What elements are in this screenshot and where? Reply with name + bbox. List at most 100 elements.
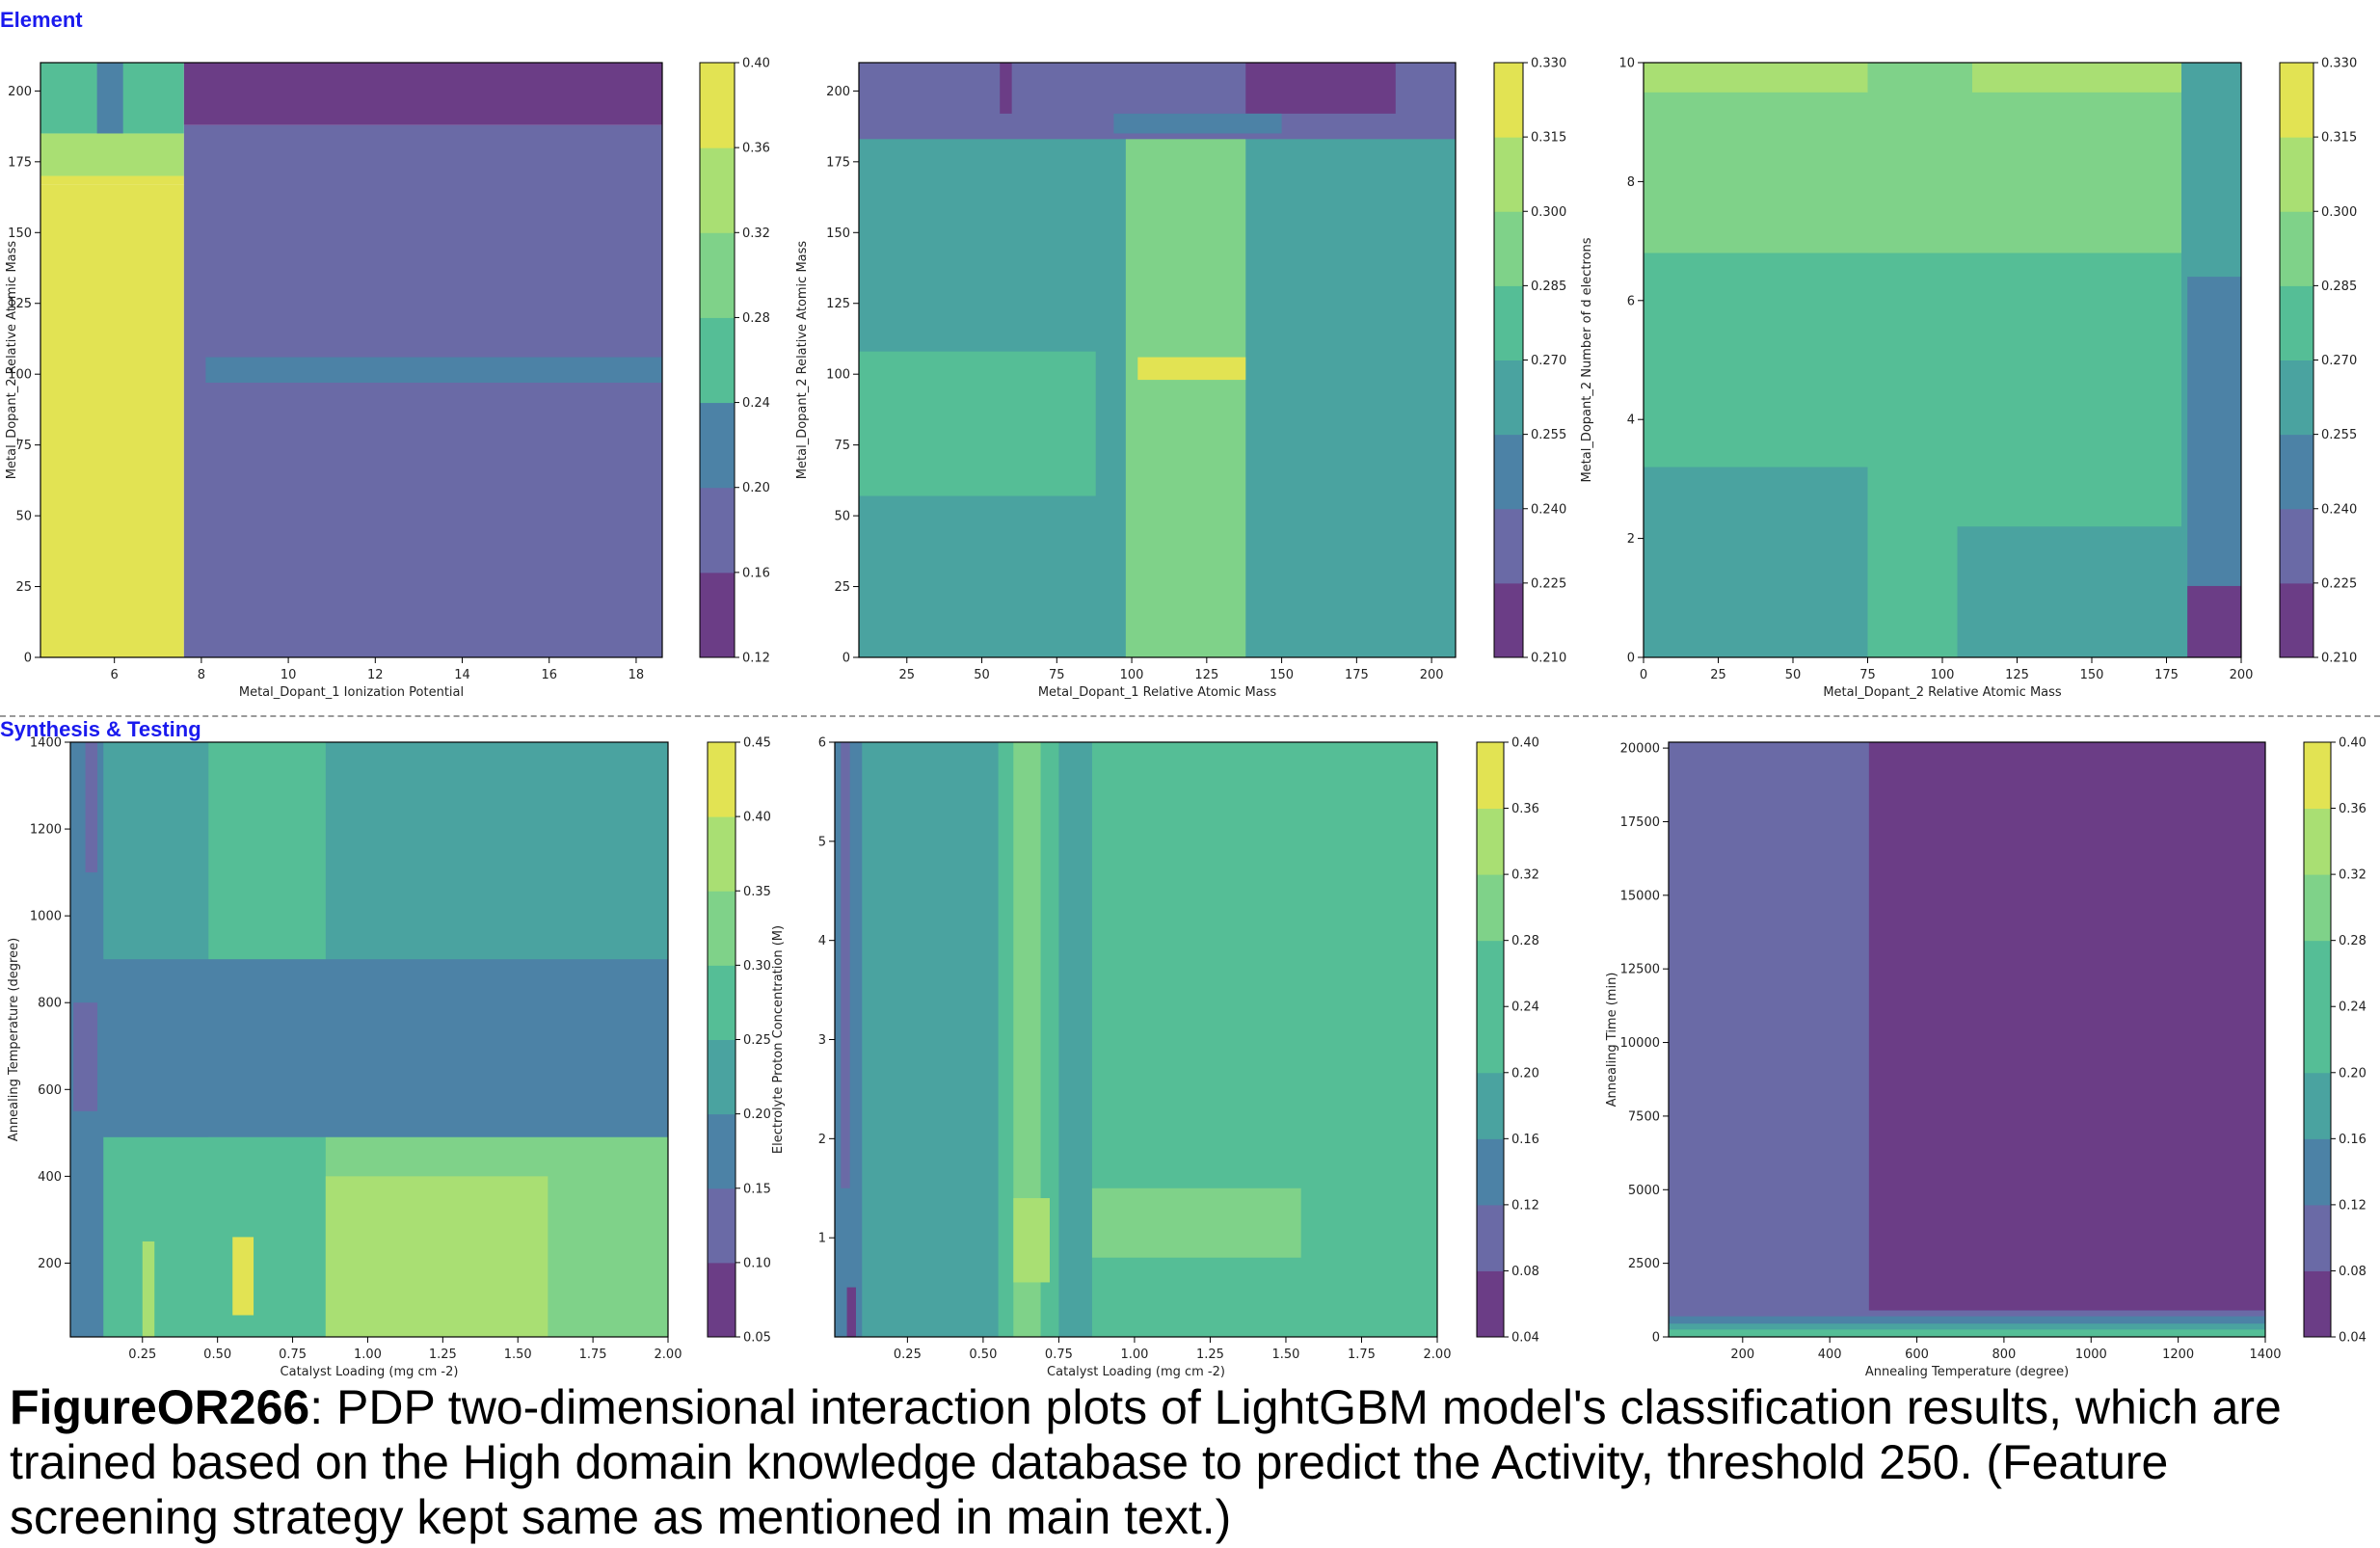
- y-tick-label: 125: [826, 297, 850, 311]
- contour-region: [1669, 1329, 2265, 1337]
- chart-panel-5: 0.25 0.50 0.75 1.00 1.25 1.50 1.75 2.00 1 2 3 4 5 6 Ca…: [771, 736, 1539, 1380]
- contour-region: [1091, 1188, 1301, 1258]
- colorbar-band: [708, 965, 735, 1040]
- x-tick-label: 75: [1049, 668, 1065, 682]
- x-tick-label: 600: [1905, 1348, 1929, 1362]
- x-tick-label: 0.25: [894, 1348, 922, 1362]
- plot-frame: [1668, 741, 2266, 1338]
- y-tick-label: 5: [818, 835, 826, 849]
- contour-region: [1867, 63, 1972, 254]
- colorbar-band: [1494, 63, 1523, 138]
- x-tick-label: 6: [111, 668, 119, 682]
- x-tick-label: 50: [1785, 668, 1802, 682]
- x-tick-label: 10: [281, 668, 297, 682]
- y-tick-label: 800: [38, 997, 62, 1011]
- colorbar-tick-label: 0.40: [2339, 736, 2367, 751]
- colorbar-band: [700, 487, 735, 574]
- colorbar-band: [2280, 434, 2313, 510]
- contour-region: [1013, 1198, 1050, 1283]
- y-tick-label: 200: [8, 85, 32, 99]
- colorbar: 0.04 0.08 0.12 0.16 0.20 0.24 0.28 0.32 0.36 0.40: [1476, 736, 1539, 1346]
- y-tick-label: 100: [826, 368, 850, 383]
- colorbar-tick-label: 0.210: [2321, 652, 2357, 666]
- colorbar-tick-label: 0.330: [1531, 57, 1566, 71]
- colorbar-band: [1494, 285, 1523, 360]
- chart-panel-6: 200 400 600 800 1000 1200 1400 0 2500 5000 7500 100…: [1605, 736, 2367, 1380]
- colorbar-band: [1477, 808, 1504, 875]
- colorbar-band: [700, 317, 735, 404]
- colorbar-tick-label: 0.225: [2321, 576, 2357, 591]
- colorbar-band: [2280, 63, 2313, 138]
- y-tick-label: 175: [8, 155, 32, 170]
- colorbar-tick-label: 0.20: [1511, 1066, 1539, 1081]
- x-tick-label: 1000: [2075, 1348, 2107, 1362]
- y-tick-label: 3: [818, 1033, 826, 1048]
- colorbar-band: [2280, 360, 2313, 436]
- x-tick-label: 1.50: [1271, 1348, 1299, 1362]
- colorbar-tick-label: 0.10: [743, 1256, 771, 1270]
- colorbar: 0.05 0.10 0.15 0.20 0.25 0.30 0.35 0.40 0.45: [707, 736, 771, 1346]
- colorbar-band: [2304, 1072, 2331, 1139]
- colorbar-frame: [699, 62, 735, 658]
- colorbar-band: [1477, 1006, 1504, 1074]
- x-tick-label: 200: [1730, 1348, 1754, 1362]
- y-axis-label: Metal_Dopant_2 Relative Atomic Mass: [795, 241, 810, 480]
- x-tick-label: 1.00: [1120, 1348, 1148, 1362]
- colorbar-tick-label: 0.40: [1511, 736, 1539, 751]
- colorbar-tick-label: 0.315: [2321, 131, 2357, 146]
- colorbar-tick-label: 0.255: [2321, 428, 2357, 442]
- plot-frame: [858, 62, 1457, 658]
- colorbar-tick-label: 0.16: [742, 566, 770, 580]
- x-axis-label: Metal_Dopant_1 Relative Atomic Mass: [1038, 685, 1277, 700]
- y-axis-label: Metal_Dopant_2 Relative Atomic Mass: [5, 241, 19, 480]
- colorbar-band: [2304, 1138, 2331, 1206]
- y-tick-label: 10: [1618, 57, 1635, 71]
- colorbar-tick-label: 0.300: [2321, 205, 2357, 220]
- y-tick-label: 12500: [1620, 963, 1660, 977]
- y-tick-label: 2: [818, 1133, 826, 1147]
- x-tick-label: 2.00: [655, 1348, 682, 1362]
- colorbar-tick-label: 0.12: [2339, 1198, 2367, 1213]
- colorbar-tick-label: 0.28: [1511, 934, 1539, 948]
- x-tick-label: 0.25: [128, 1348, 156, 1362]
- colorbar-tick-label: 0.04: [1511, 1331, 1539, 1346]
- colorbar-tick-label: 0.36: [742, 142, 770, 156]
- contour-region: [96, 63, 123, 134]
- contour-regions: [40, 63, 662, 657]
- x-tick-label: 25: [898, 668, 915, 682]
- contour-region: [142, 1241, 155, 1337]
- colorbar: 0.210 0.225 0.240 0.255 0.270 0.285 0.300 0.315…: [1493, 57, 1566, 666]
- x-tick-label: 25: [1710, 668, 1726, 682]
- y-axis-label: Annealing Time (min): [1605, 973, 1619, 1108]
- section-title-synthesis: Synthesis & Testing: [0, 717, 201, 741]
- contour-region: [2187, 585, 2241, 657]
- colorbar-band: [2280, 137, 2313, 212]
- colorbar-band: [1494, 360, 1523, 436]
- colorbar-tick-label: 0.20: [743, 1108, 771, 1122]
- y-tick-label: 125: [8, 297, 32, 311]
- x-tick-label: 18: [628, 668, 645, 682]
- contour-region: [205, 357, 662, 384]
- y-tick-label: 0: [24, 652, 32, 666]
- x-tick-label: 50: [974, 668, 990, 682]
- x-axis-label: Annealing Temperature (degree): [1865, 1365, 2069, 1379]
- colorbar-tick-label: 0.40: [743, 811, 771, 825]
- contour-region: [40, 184, 184, 657]
- colorbar-tick-label: 0.08: [2339, 1265, 2367, 1279]
- colorbar-tick-label: 0.32: [2339, 868, 2367, 883]
- section-title-element: Element: [0, 8, 83, 32]
- x-tick-label: 16: [541, 668, 557, 682]
- x-tick-label: 2.00: [1424, 1348, 1452, 1362]
- y-axis-label: Electrolyte Proton Concentration (M): [771, 925, 786, 1154]
- contour-region: [232, 1237, 254, 1316]
- colorbar-tick-label: 0.24: [2339, 1001, 2367, 1015]
- colorbar-band: [700, 402, 735, 489]
- y-tick-label: 20000: [1620, 742, 1660, 757]
- colorbar-tick-label: 0.05: [743, 1331, 771, 1346]
- y-tick-label: 0: [1652, 1331, 1660, 1346]
- colorbar-band: [708, 1188, 735, 1264]
- contour-regions: [70, 742, 668, 1337]
- colorbar-frame: [2303, 741, 2332, 1338]
- colorbar-tick-label: 0.330: [2321, 57, 2357, 71]
